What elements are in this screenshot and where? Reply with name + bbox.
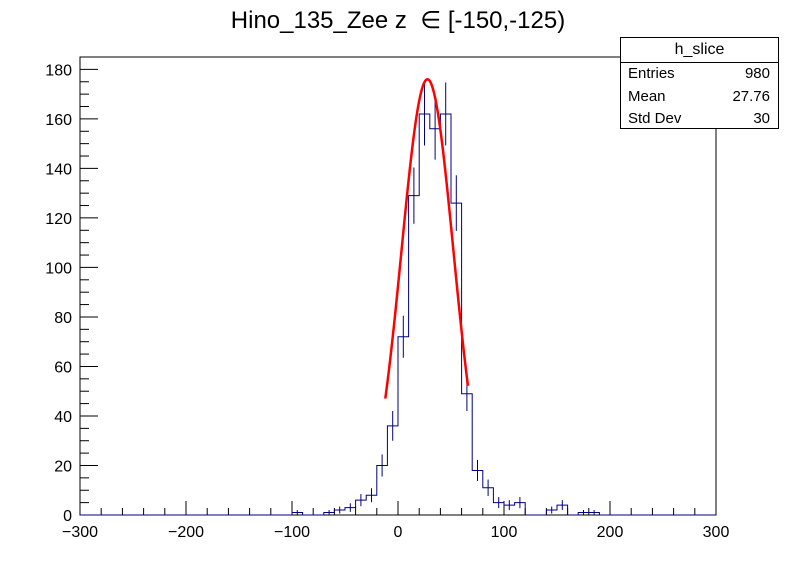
y-tick-label: 80 xyxy=(54,310,72,327)
stats-row-std-dev: Std Dev 30 xyxy=(621,108,778,131)
stats-label: Std Dev xyxy=(628,110,682,127)
x-tick-label: −200 xyxy=(168,524,204,541)
y-tick-label: 0 xyxy=(63,508,72,525)
x-tick-label: −300 xyxy=(62,524,98,541)
stats-row-mean: Mean 27.76 xyxy=(621,86,778,109)
axis-ticks: −300 −200 −100 0 100 200 300 0 20 40 60 80 100 120 140… xyxy=(45,56,730,541)
y-tick-label: 160 xyxy=(45,112,72,129)
chart-title: Hino_135_Zee z ∈ [-150,-125) xyxy=(230,7,566,34)
y-tick-label: 40 xyxy=(54,409,72,426)
stats-value: 30 xyxy=(753,110,770,127)
stats-label: Entries xyxy=(628,65,675,82)
y-tick-label: 60 xyxy=(54,359,72,376)
gaussian-fit-curve xyxy=(384,78,470,399)
x-tick-label: 0 xyxy=(394,524,403,541)
stats-value: 27.76 xyxy=(732,87,770,105)
y-tick-label: 180 xyxy=(45,62,72,79)
y-tick-label: 120 xyxy=(45,211,72,228)
y-tick-label: 100 xyxy=(45,260,72,277)
x-tick-label: 200 xyxy=(597,524,624,541)
stats-value: 980 xyxy=(744,65,770,82)
histogram-series xyxy=(80,113,716,516)
stats-box: h_slice Entries 980 Mean 27.76 Std Dev 3… xyxy=(620,37,779,129)
y-tick-label: 140 xyxy=(45,161,72,178)
stats-box-title: h_slice xyxy=(621,38,778,63)
x-tick-label: −100 xyxy=(274,524,310,541)
error-bars xyxy=(296,82,595,515)
stats-label: Mean xyxy=(628,87,666,105)
stats-row-entries: Entries 980 xyxy=(621,63,778,86)
x-tick-label: 300 xyxy=(703,524,730,541)
x-tick-label: 100 xyxy=(491,524,518,541)
y-tick-label: 20 xyxy=(54,458,72,475)
